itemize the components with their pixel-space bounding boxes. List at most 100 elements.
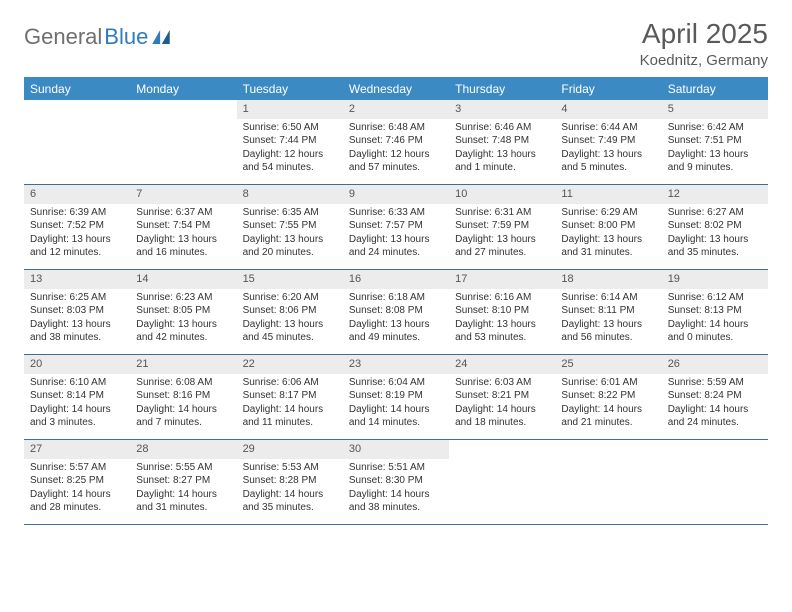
sunset-text: Sunset: 8:14 PM (30, 389, 124, 403)
day-number: 11 (555, 185, 661, 204)
logo-text-2: Blue (104, 24, 148, 50)
calendar-day: 21Sunrise: 6:08 AMSunset: 8:16 PMDayligh… (130, 355, 236, 439)
calendar-day: 27Sunrise: 5:57 AMSunset: 8:25 PMDayligh… (24, 440, 130, 524)
day-number: 23 (343, 355, 449, 374)
daylight-text: Daylight: 13 hours and 38 minutes. (30, 318, 124, 345)
sunset-text: Sunset: 7:55 PM (243, 219, 337, 233)
col-saturday: Saturday (662, 79, 768, 100)
day-body: Sunrise: 6:37 AMSunset: 7:54 PMDaylight:… (130, 204, 236, 266)
sunrise-text: Sunrise: 6:25 AM (30, 291, 124, 305)
daylight-text: Daylight: 13 hours and 49 minutes. (349, 318, 443, 345)
location: Koednitz, Germany (640, 52, 768, 69)
sunset-text: Sunset: 7:51 PM (668, 134, 762, 148)
day-number: 20 (24, 355, 130, 374)
sunset-text: Sunset: 8:16 PM (136, 389, 230, 403)
calendar-day (555, 440, 661, 524)
header: GeneralBlue April 2025 Koednitz, Germany (24, 18, 768, 69)
calendar-day: 14Sunrise: 6:23 AMSunset: 8:05 PMDayligh… (130, 270, 236, 354)
calendar-day: 3Sunrise: 6:46 AMSunset: 7:48 PMDaylight… (449, 100, 555, 184)
daylight-text: Daylight: 13 hours and 16 minutes. (136, 233, 230, 260)
calendar-day (24, 100, 130, 184)
daylight-text: Daylight: 13 hours and 5 minutes. (561, 148, 655, 175)
calendar-day: 7Sunrise: 6:37 AMSunset: 7:54 PMDaylight… (130, 185, 236, 269)
daylight-text: Daylight: 14 hours and 21 minutes. (561, 403, 655, 430)
daylight-text: Daylight: 14 hours and 28 minutes. (30, 488, 124, 515)
day-number: 4 (555, 100, 661, 119)
calendar-week: 27Sunrise: 5:57 AMSunset: 8:25 PMDayligh… (24, 440, 768, 525)
sunrise-text: Sunrise: 6:37 AM (136, 206, 230, 220)
daylight-text: Daylight: 13 hours and 1 minute. (455, 148, 549, 175)
sunset-text: Sunset: 8:10 PM (455, 304, 549, 318)
col-sunday: Sunday (24, 79, 130, 100)
sunrise-text: Sunrise: 6:42 AM (668, 121, 762, 135)
daylight-text: Daylight: 14 hours and 38 minutes. (349, 488, 443, 515)
sunset-text: Sunset: 7:49 PM (561, 134, 655, 148)
sunrise-text: Sunrise: 6:39 AM (30, 206, 124, 220)
daylight-text: Daylight: 14 hours and 31 minutes. (136, 488, 230, 515)
col-monday: Monday (130, 79, 236, 100)
day-body: Sunrise: 6:29 AMSunset: 8:00 PMDaylight:… (555, 204, 661, 266)
daylight-text: Daylight: 13 hours and 56 minutes. (561, 318, 655, 345)
sunrise-text: Sunrise: 6:18 AM (349, 291, 443, 305)
day-body: Sunrise: 6:39 AMSunset: 7:52 PMDaylight:… (24, 204, 130, 266)
sunset-text: Sunset: 7:54 PM (136, 219, 230, 233)
sunset-text: Sunset: 7:52 PM (30, 219, 124, 233)
day-body: Sunrise: 6:16 AMSunset: 8:10 PMDaylight:… (449, 289, 555, 351)
sunset-text: Sunset: 7:46 PM (349, 134, 443, 148)
calendar-week: 13Sunrise: 6:25 AMSunset: 8:03 PMDayligh… (24, 270, 768, 355)
daylight-text: Daylight: 12 hours and 54 minutes. (243, 148, 337, 175)
calendar-day: 13Sunrise: 6:25 AMSunset: 8:03 PMDayligh… (24, 270, 130, 354)
day-body: Sunrise: 6:06 AMSunset: 8:17 PMDaylight:… (237, 374, 343, 436)
col-tuesday: Tuesday (237, 79, 343, 100)
daylight-text: Daylight: 13 hours and 12 minutes. (30, 233, 124, 260)
day-number: 18 (555, 270, 661, 289)
sunset-text: Sunset: 8:19 PM (349, 389, 443, 403)
sunset-text: Sunset: 8:27 PM (136, 474, 230, 488)
calendar-day: 5Sunrise: 6:42 AMSunset: 7:51 PMDaylight… (662, 100, 768, 184)
sunset-text: Sunset: 8:25 PM (30, 474, 124, 488)
day-number: 25 (555, 355, 661, 374)
calendar-day: 17Sunrise: 6:16 AMSunset: 8:10 PMDayligh… (449, 270, 555, 354)
sunset-text: Sunset: 8:03 PM (30, 304, 124, 318)
month-title: April 2025 (640, 18, 768, 50)
calendar-day: 18Sunrise: 6:14 AMSunset: 8:11 PMDayligh… (555, 270, 661, 354)
calendar-day (662, 440, 768, 524)
day-body: Sunrise: 6:12 AMSunset: 8:13 PMDaylight:… (662, 289, 768, 351)
day-body: Sunrise: 6:01 AMSunset: 8:22 PMDaylight:… (555, 374, 661, 436)
day-number: 14 (130, 270, 236, 289)
calendar-day (130, 100, 236, 184)
calendar-day: 9Sunrise: 6:33 AMSunset: 7:57 PMDaylight… (343, 185, 449, 269)
sunset-text: Sunset: 8:05 PM (136, 304, 230, 318)
sunset-text: Sunset: 8:22 PM (561, 389, 655, 403)
day-body: Sunrise: 6:33 AMSunset: 7:57 PMDaylight:… (343, 204, 449, 266)
logo-text-1: General (24, 24, 102, 50)
sunset-text: Sunset: 7:48 PM (455, 134, 549, 148)
day-number: 9 (343, 185, 449, 204)
sunset-text: Sunset: 8:21 PM (455, 389, 549, 403)
day-body: Sunrise: 5:59 AMSunset: 8:24 PMDaylight:… (662, 374, 768, 436)
calendar-day: 25Sunrise: 6:01 AMSunset: 8:22 PMDayligh… (555, 355, 661, 439)
daylight-text: Daylight: 14 hours and 24 minutes. (668, 403, 762, 430)
calendar-day: 20Sunrise: 6:10 AMSunset: 8:14 PMDayligh… (24, 355, 130, 439)
day-number (449, 440, 555, 459)
day-body: Sunrise: 6:27 AMSunset: 8:02 PMDaylight:… (662, 204, 768, 266)
day-body: Sunrise: 6:25 AMSunset: 8:03 PMDaylight:… (24, 289, 130, 351)
sunrise-text: Sunrise: 6:31 AM (455, 206, 549, 220)
calendar-day: 28Sunrise: 5:55 AMSunset: 8:27 PMDayligh… (130, 440, 236, 524)
calendar-day: 30Sunrise: 5:51 AMSunset: 8:30 PMDayligh… (343, 440, 449, 524)
daylight-text: Daylight: 14 hours and 0 minutes. (668, 318, 762, 345)
daylight-text: Daylight: 14 hours and 14 minutes. (349, 403, 443, 430)
daylight-text: Daylight: 13 hours and 9 minutes. (668, 148, 762, 175)
day-number: 22 (237, 355, 343, 374)
day-body: Sunrise: 6:03 AMSunset: 8:21 PMDaylight:… (449, 374, 555, 436)
day-body: Sunrise: 5:51 AMSunset: 8:30 PMDaylight:… (343, 459, 449, 521)
sunset-text: Sunset: 8:28 PM (243, 474, 337, 488)
sunrise-text: Sunrise: 6:50 AM (243, 121, 337, 135)
day-number: 7 (130, 185, 236, 204)
col-thursday: Thursday (449, 79, 555, 100)
day-number: 24 (449, 355, 555, 374)
day-body: Sunrise: 6:20 AMSunset: 8:06 PMDaylight:… (237, 289, 343, 351)
calendar-day: 29Sunrise: 5:53 AMSunset: 8:28 PMDayligh… (237, 440, 343, 524)
calendar-day: 24Sunrise: 6:03 AMSunset: 8:21 PMDayligh… (449, 355, 555, 439)
day-number (555, 440, 661, 459)
